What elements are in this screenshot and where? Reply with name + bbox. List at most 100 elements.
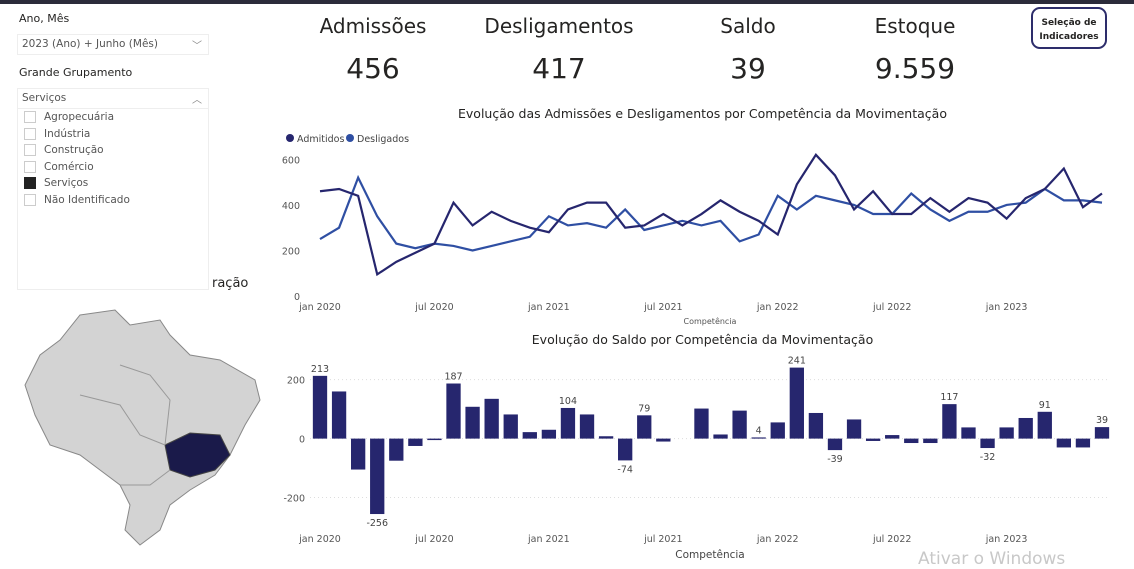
bar bbox=[827, 438, 843, 451]
bar bbox=[446, 383, 461, 439]
option-label: Construção bbox=[44, 144, 104, 157]
group-dropdown[interactable]: Serviços ︿ bbox=[17, 88, 209, 109]
period-filter-label: Ano, Mês bbox=[19, 12, 70, 25]
bar bbox=[656, 438, 671, 442]
bar bbox=[865, 438, 881, 441]
x-tick-label: jul 2020 bbox=[414, 534, 454, 545]
bar bbox=[808, 412, 824, 439]
y-tick-label: 0 bbox=[294, 292, 300, 303]
bar bbox=[885, 435, 900, 439]
kpi-value: 417 bbox=[532, 52, 586, 85]
kpi-card: Admissões 456 bbox=[288, 14, 458, 85]
x-tick-label: jul 2022 bbox=[872, 302, 912, 313]
bar bbox=[541, 429, 557, 439]
group-option[interactable]: Comércio bbox=[18, 159, 208, 176]
bar bbox=[923, 438, 938, 444]
period-value: 2023 (Ano) + Junho (Mês) bbox=[22, 38, 158, 50]
bar bbox=[389, 438, 404, 461]
y-tick-label: 200 bbox=[282, 246, 300, 257]
x-tick-label: jan 2020 bbox=[298, 302, 341, 313]
period-dropdown[interactable]: 2023 (Ano) + Junho (Mês) ﹀ bbox=[17, 34, 209, 55]
data-label: -74 bbox=[617, 464, 633, 475]
option-label: Agropecuária bbox=[44, 111, 115, 124]
data-label: 79 bbox=[638, 403, 650, 414]
bar bbox=[713, 434, 728, 439]
kpi-card: Saldo 39 bbox=[663, 14, 833, 85]
bar bbox=[904, 438, 919, 444]
checkbox[interactable] bbox=[24, 144, 36, 157]
kpi-card: Estoque 9.559 bbox=[830, 14, 1000, 85]
data-label: 241 bbox=[788, 356, 806, 367]
line-chart-title: Evolução das Admissões e Desligamentos p… bbox=[458, 106, 947, 121]
legend-label: Admitidos bbox=[297, 134, 344, 145]
kpi-title: Estoque bbox=[874, 14, 956, 38]
bar bbox=[942, 404, 957, 439]
bar bbox=[789, 367, 804, 439]
top-border bbox=[0, 0, 1134, 4]
chevron-up-icon: ︿ bbox=[192, 95, 202, 106]
legend-marker bbox=[346, 134, 354, 142]
group-options-list: Agropecuária Indústria Construção Comércio S… bbox=[17, 109, 209, 290]
bar bbox=[1037, 411, 1052, 439]
data-label: -39 bbox=[827, 454, 843, 465]
series-line-desligados bbox=[319, 174, 1103, 252]
group-option[interactable]: Indústria bbox=[18, 126, 208, 143]
bar bbox=[694, 408, 709, 439]
bar bbox=[1018, 417, 1033, 439]
checkbox[interactable] bbox=[24, 127, 36, 140]
group-option[interactable]: Não Identificado bbox=[18, 192, 208, 209]
bar bbox=[560, 407, 576, 439]
bar-chart: -200 0 200 213 -256 187 104 -74 79 4 241 -39 117 -32 9… bbox=[283, 356, 1110, 561]
bar bbox=[370, 438, 385, 515]
bar bbox=[980, 438, 995, 449]
x-tick-label: jan 2020 bbox=[298, 534, 341, 545]
group-filter-label: Grande Grupamento bbox=[19, 66, 133, 79]
group-option[interactable]: Agropecuária bbox=[18, 109, 208, 126]
y-tick-label: 600 bbox=[282, 155, 300, 166]
bar bbox=[637, 415, 652, 439]
y-tick-label: -200 bbox=[283, 494, 305, 505]
bar bbox=[1056, 438, 1072, 448]
x-tick-label: jul 2022 bbox=[872, 534, 912, 545]
bar bbox=[465, 406, 480, 439]
x-axis-title: Competência bbox=[675, 549, 744, 561]
brazil-shape bbox=[24, 309, 261, 546]
checkbox[interactable] bbox=[24, 193, 36, 206]
bar bbox=[408, 438, 423, 446]
checkbox[interactable] bbox=[24, 177, 36, 190]
indicator-selection-button[interactable]: Seleção de Indicadores bbox=[1031, 7, 1107, 49]
x-tick-label: jul 2020 bbox=[414, 302, 454, 313]
checkbox[interactable] bbox=[24, 160, 36, 173]
legend-marker bbox=[286, 134, 294, 142]
line-chart: Admitidos Desligados 0 200 400 600 jan 2020 jul… bbox=[282, 134, 1103, 326]
bar bbox=[427, 438, 442, 441]
bar-chart-title: Evolução do Saldo por Competência da Mov… bbox=[531, 332, 874, 347]
map-title-partial: ração bbox=[212, 276, 249, 291]
group-value: Serviços bbox=[22, 92, 67, 104]
x-tick-label: jan 2021 bbox=[527, 302, 570, 313]
group-option[interactable]: Serviços bbox=[18, 175, 208, 192]
checkbox[interactable] bbox=[24, 111, 36, 124]
bar bbox=[522, 432, 537, 439]
kpi-value: 456 bbox=[346, 52, 400, 85]
series-line-admitidos bbox=[319, 153, 1103, 277]
bar bbox=[331, 391, 347, 439]
bar bbox=[1075, 438, 1091, 448]
state-borders bbox=[79, 364, 171, 486]
data-label: -256 bbox=[366, 518, 388, 529]
legend-label: Desligados bbox=[357, 134, 409, 145]
kpi-card: Desligamentos 417 bbox=[474, 14, 644, 85]
bar bbox=[598, 436, 614, 439]
bar bbox=[350, 438, 366, 470]
kpi-title: Saldo bbox=[720, 14, 776, 38]
option-label: Serviços bbox=[44, 177, 89, 190]
x-tick-label: jan 2023 bbox=[985, 534, 1028, 545]
data-label: 187 bbox=[444, 372, 462, 383]
chevron-down-icon: ﹀ bbox=[192, 41, 202, 52]
group-option[interactable]: Construção bbox=[18, 142, 208, 159]
y-tick-label: 200 bbox=[287, 376, 305, 387]
data-label: 4 bbox=[756, 425, 762, 436]
x-axis-title: Competência bbox=[684, 316, 737, 326]
bar bbox=[999, 427, 1014, 439]
x-tick-label: jan 2021 bbox=[527, 534, 570, 545]
